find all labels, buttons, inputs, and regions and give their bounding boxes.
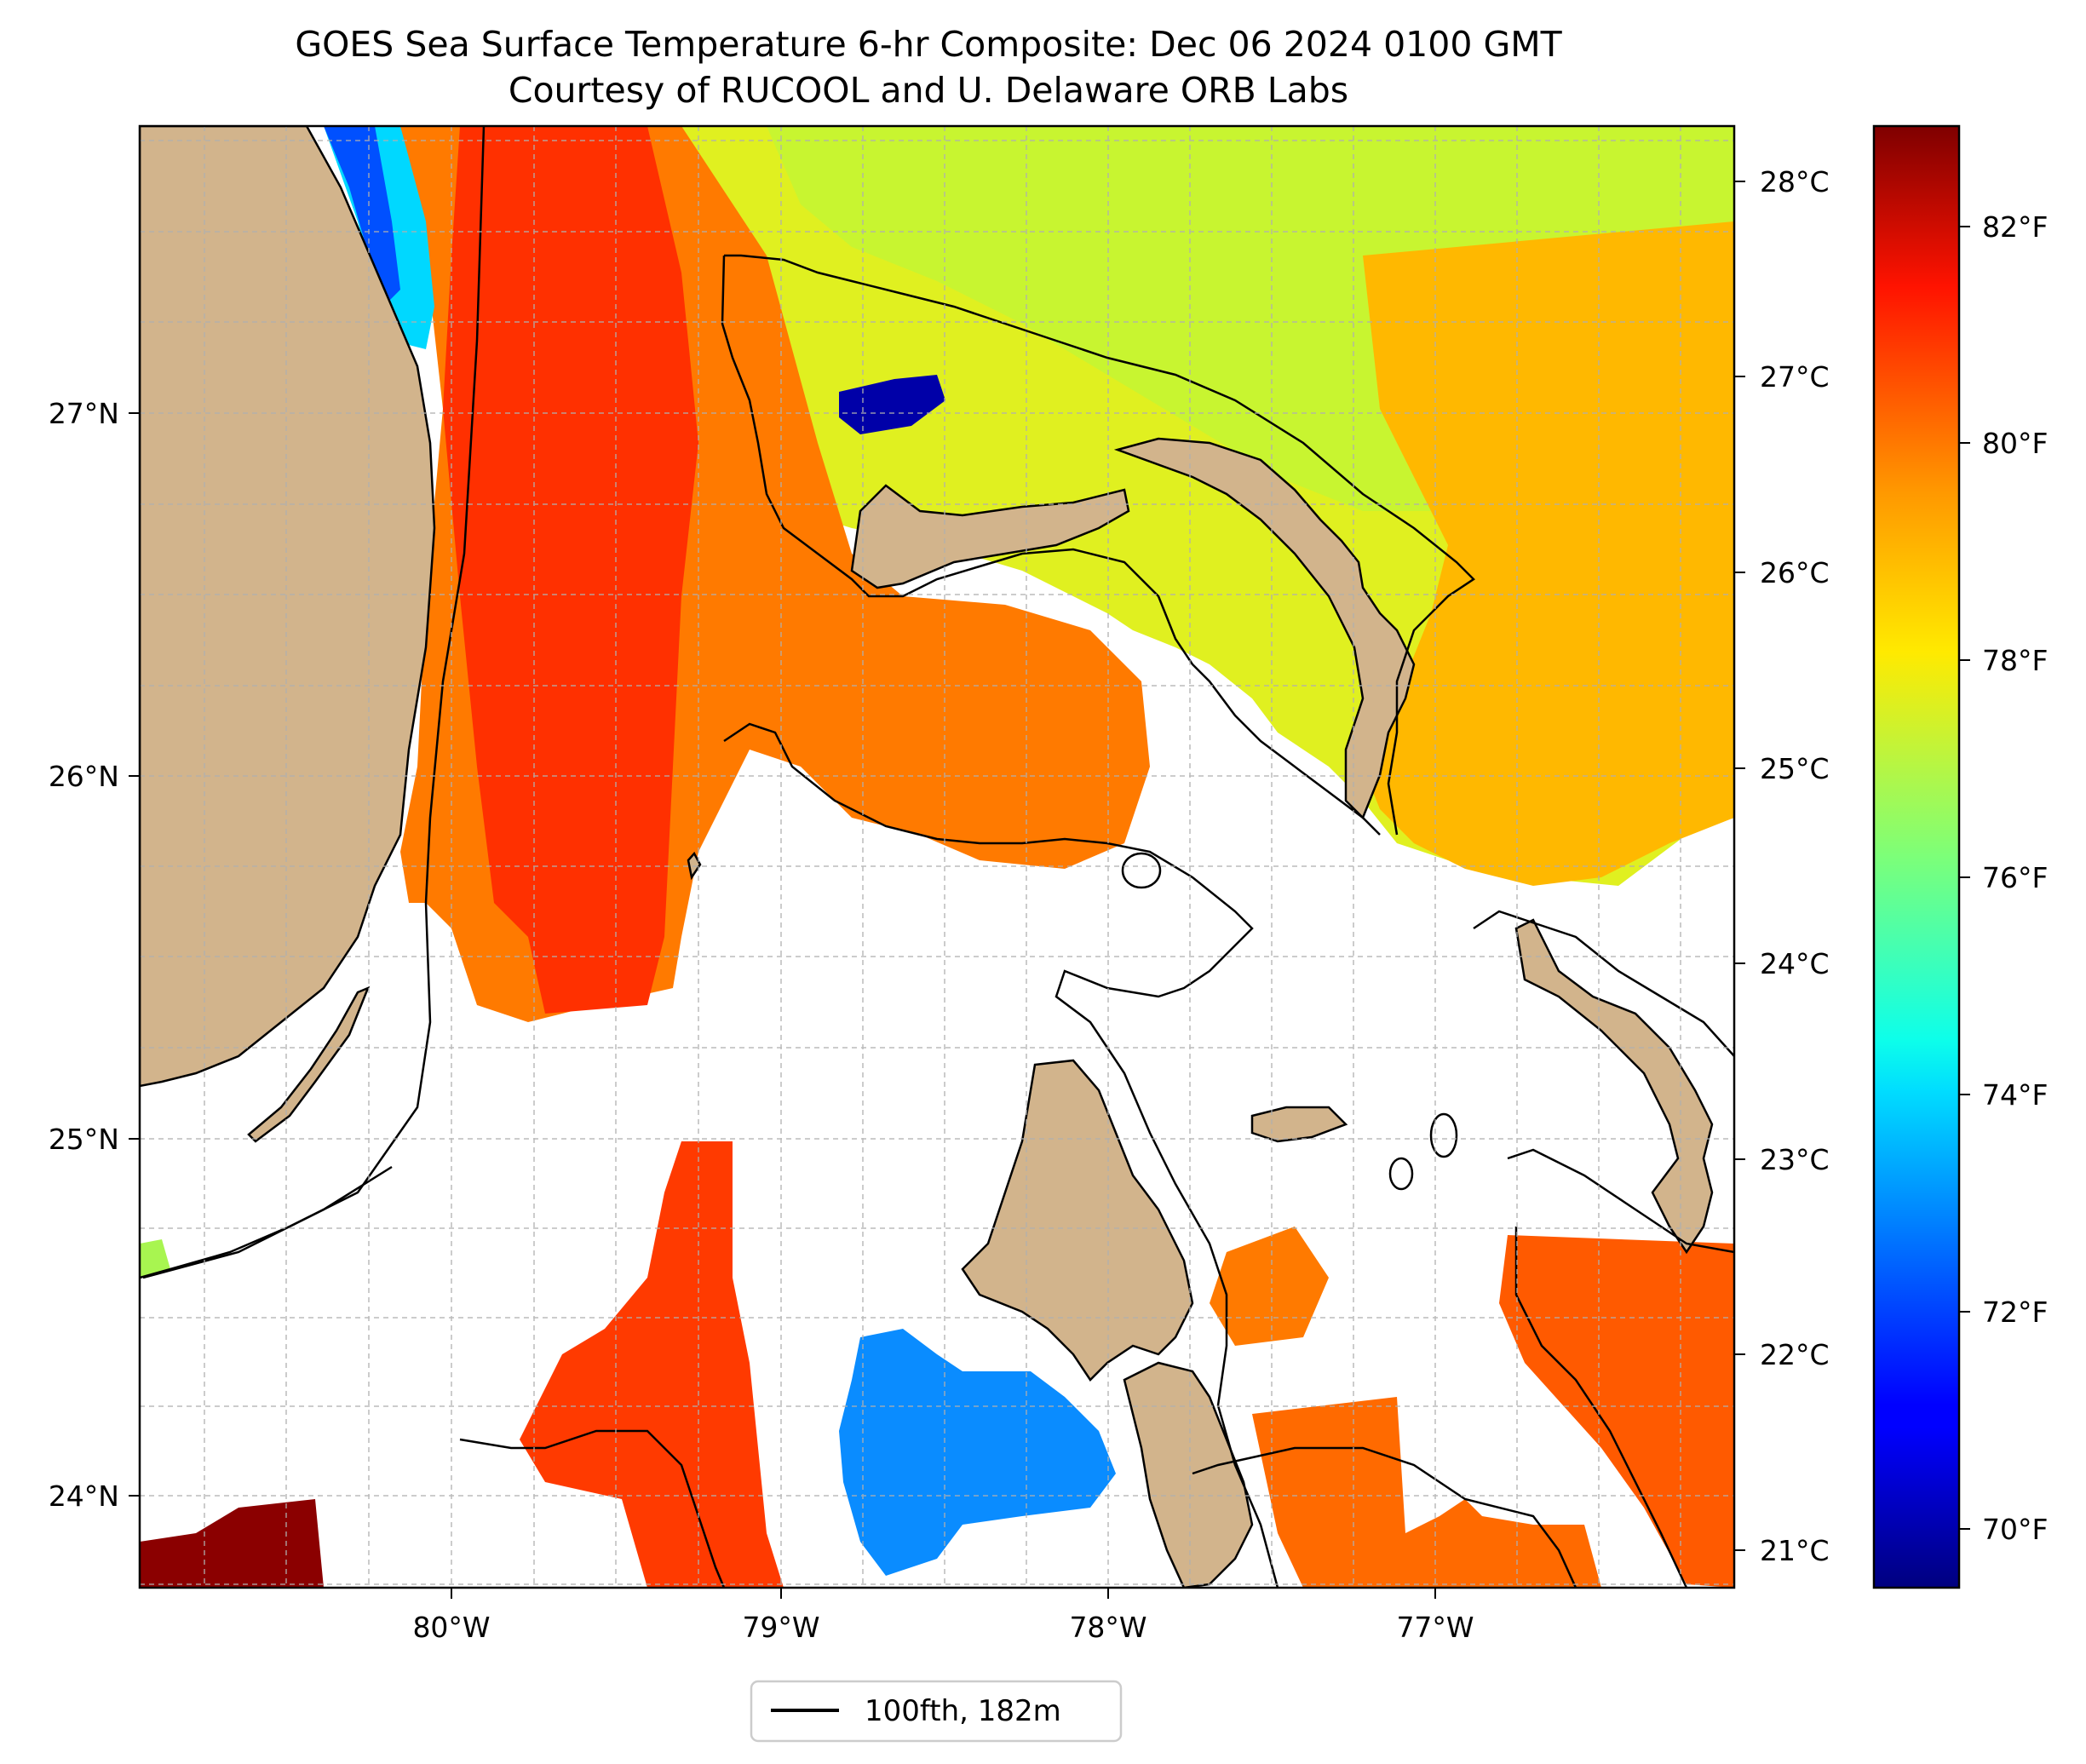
celsius-tick-label: 27°C [1760,360,1830,394]
sst-gulf-stream-core [443,126,698,1014]
x-tick-label: 78°W [1069,1611,1146,1644]
legend-label: 100fth, 182m [865,1694,1061,1728]
celsius-tick-label: 23°C [1760,1143,1830,1176]
legend-box [750,1680,1123,1743]
land [140,126,1714,1588]
isobath-ring-east-2 [1388,1157,1414,1191]
map-area [140,126,1734,1588]
eleuthera-island [1514,918,1714,1255]
fahrenheit-tick-label: 72°F [1982,1296,2048,1329]
x-tick-label: 80°W [412,1611,490,1644]
sst-exuma-warm [1210,1227,1329,1346]
isobath-exuma-east [1514,1227,1688,1588]
sst-orange-east [1363,221,1734,886]
y-axis [129,412,140,1497]
sst-southeast-warm [1252,1397,1601,1588]
x-axis [451,1588,1436,1599]
isobath-100fth [140,126,1734,1588]
fahrenheit-tick-label: 74°F [1982,1078,2048,1112]
map-frame [138,124,1736,1589]
grand-bahama-island [850,484,1130,589]
sst-florida-bay [140,1239,170,1278]
isobath-florida-shelf [140,126,486,1279]
fahrenheit-tick-label: 70°F [1982,1513,2048,1546]
x-tick-label: 79°W [742,1611,819,1644]
y-tick-label: 27°N [49,397,119,430]
sst-cay-sal-hot [140,1499,324,1588]
gridlines [140,126,1734,1588]
isobath-ring-east-1 [1429,1112,1458,1158]
celsius-tick-label: 21°C [1760,1534,1830,1567]
isobath-florida-straits [142,1165,393,1279]
celsius-tick-label: 28°C [1760,165,1830,198]
fahrenheit-tick-label: 76°F [1982,861,2048,894]
andros-south [1123,1361,1254,1588]
sst-bank-cold-spot [839,375,945,434]
fahrenheit-tick-label: 82°F [1982,210,2048,244]
legend: 100fth, 182m [750,1680,1123,1743]
isobath-exuma-sound [1507,1148,1734,1254]
chart-subtitle: Courtesy of RUCOOL and U. Delaware ORB L… [509,70,1348,111]
chart-title: GOES Sea Surface Temperature 6-hr Compos… [295,24,1562,65]
isobath-great-bahama-bank [723,722,1279,1588]
isobath-cay-sal [459,1429,726,1588]
celsius-tick-label: 26°C [1760,556,1830,589]
andros-island [961,1059,1194,1382]
sst-east-warm [1499,1235,1734,1588]
new-providence-island [1250,1106,1348,1143]
fahrenheit-axis [1959,226,1970,1530]
celsius-tick-label: 25°C [1760,752,1830,785]
x-tick-label: 77°W [1396,1611,1474,1644]
florida-landmass [140,126,436,1088]
sst-tongue-of-ocean [839,1329,1116,1576]
colorbar [1872,124,1961,1589]
y-tick-label: 25°N [49,1123,119,1156]
celsius-tick-label: 24°C [1760,947,1830,980]
y-tick-label: 26°N [49,760,119,793]
bimini-islands [687,851,702,881]
sst-south-gulf-stream [520,1141,784,1588]
isobath-little-bahama-bank [724,254,1475,836]
isobath-eleuthera-north [1473,910,1734,1057]
fahrenheit-tick-label: 78°F [1982,644,2048,677]
celsius-tick-label: 22°C [1760,1338,1830,1371]
fahrenheit-tick-label: 80°F [1982,427,2048,460]
sst-cold-coastal-core [324,126,400,307]
florida-keys [247,985,371,1143]
isobath-little-bahama-bank-south [721,255,1381,836]
isobath-berry-ring [1121,852,1162,889]
y-tick-label: 24°N [49,1480,119,1513]
isobath-south-bank [1192,1446,1577,1588]
celsius-axis [1734,181,1745,1551]
